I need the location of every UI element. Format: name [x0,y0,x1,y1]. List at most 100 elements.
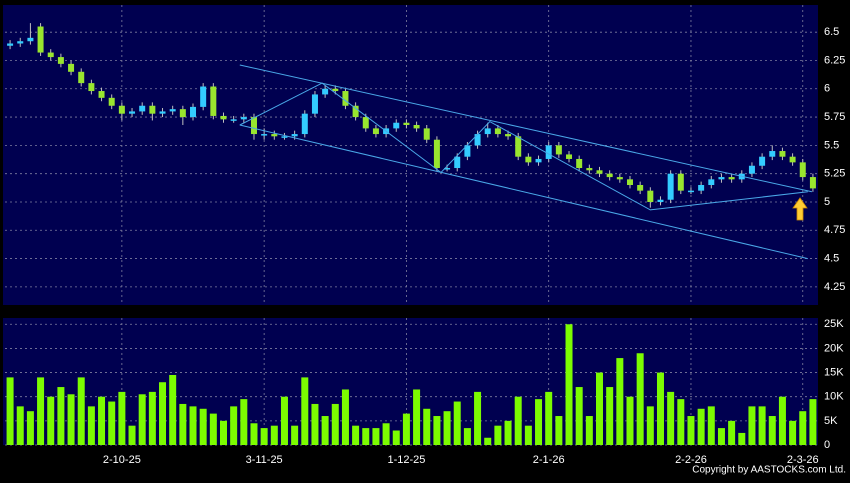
candle-body [677,173,684,191]
candle-body [230,119,237,121]
volume-bar [159,382,167,445]
candle-body [108,97,115,106]
y-tick-label: 5.25 [824,168,845,180]
candle-body [332,88,339,92]
volume-bar [392,430,400,445]
candle-body [423,128,430,140]
candle-body [566,154,573,159]
candle-body [494,128,501,135]
volume-bar [575,387,583,445]
volume-bar [656,372,664,445]
candle-body [311,94,318,114]
trend-line [239,64,813,193]
volume-bar [504,420,512,445]
candle-body [352,105,359,118]
candle-body [606,173,613,178]
volume-bar [67,394,75,445]
y-tick-label: 4.25 [824,281,845,293]
candle-body [809,177,816,189]
volume-bar [494,425,502,445]
candle-body [240,117,247,120]
volume-bar [118,391,126,445]
volume-bar [372,428,380,445]
candle-body [545,145,552,159]
candle-body [372,128,379,135]
volume-bar [189,406,197,445]
y-tick-label: 25K [824,318,844,330]
candle-body [728,177,735,180]
volume-bar [250,423,258,445]
volume-bar [240,399,248,445]
candle-body [393,122,400,129]
volume-bar [453,401,461,445]
x-tick-label: 2-3-26 [787,454,819,466]
candle-body [647,190,654,202]
volume-bar [301,377,309,445]
volume-bar [758,406,766,445]
candle-body [322,88,329,95]
candle-body [220,115,227,120]
volume-bar [535,399,543,445]
candle-body [789,156,796,163]
volume-bar [26,411,34,445]
volume-bar [57,387,65,445]
volume-bar [778,396,786,445]
candle-body [210,86,217,116]
candle-body [586,168,593,171]
candle-body [799,162,806,178]
candle-body [484,128,491,135]
volume-bar [77,377,85,445]
volume-bar [799,411,807,445]
volume-bar [789,420,797,445]
volume-bar [555,416,563,445]
volume-bar [362,428,370,445]
volume-bar [311,403,319,445]
volume-bar [646,406,654,445]
candle-body [159,111,166,114]
candle-body [403,122,410,125]
candle-body [576,158,583,169]
volume-bar [128,425,136,445]
volume-bar [219,420,227,445]
candle-body [464,145,471,157]
volume-bar [230,406,238,445]
candle-body [250,117,257,135]
candle-body [190,106,197,118]
price-panel [3,5,818,305]
trend-line [239,82,808,211]
x-tick-label: 1-12-25 [387,454,425,466]
volume-bar [606,387,614,445]
volume-bar [707,406,715,445]
y-tick-label: 6.25 [824,54,845,66]
candle-body [169,109,176,112]
y-tick-label: 5 [824,196,830,208]
y-tick-label: 6 [824,83,830,95]
candle-body [139,105,146,112]
candle-body [78,71,85,84]
y-tick-label: 20K [824,342,844,354]
volume-bar [341,389,349,445]
candle-body [68,63,75,72]
x-tick-label: 3-11-25 [246,454,283,466]
volume-bar [484,437,492,445]
volume-bar [748,406,756,445]
volume-bar [98,396,106,445]
volume-bar [16,406,24,445]
candle-body [118,105,125,114]
y-tick-label: 6.5 [824,26,839,38]
candle-body [37,26,44,53]
volume-bar [199,408,207,445]
volume-bar [291,425,299,445]
candle-body [149,105,156,114]
volume-bar [616,358,624,445]
volume-bar [524,425,532,445]
volume-bar [717,428,725,445]
volume-bar [87,406,95,445]
candle-body [769,151,776,157]
candle-body [748,165,755,174]
candle-body [57,57,64,64]
candle-body [474,134,481,146]
volume-bar [331,403,339,445]
candle-body [525,156,532,163]
candle-body [98,91,105,98]
